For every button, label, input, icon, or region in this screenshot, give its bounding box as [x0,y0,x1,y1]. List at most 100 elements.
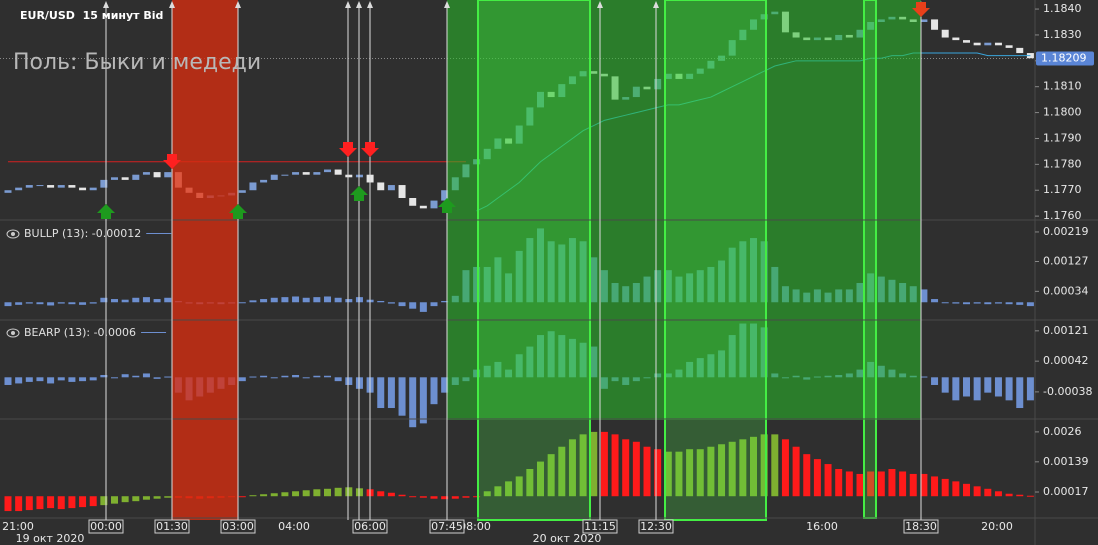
indicator-label: BEARP (13): -0.0006 [24,326,136,339]
eye-icon[interactable] [6,328,20,338]
candle [164,172,172,178]
green-box [863,0,877,519]
indicator-bar [941,302,949,304]
indicator-bar [377,491,385,497]
sell-arrow [912,2,930,17]
sell-arrow [361,142,379,157]
indicator-bar [345,487,353,497]
indicator-bar [132,375,140,378]
indicator-bar [537,461,544,497]
pane-legend: BULLP (13): -0.00012 BEARP (13): -0.0006 [6,227,141,339]
candle [952,37,960,41]
indicator-bar [25,377,33,382]
candle [36,185,44,187]
indicator-bar [25,302,33,304]
indicator-bar [79,377,87,382]
indicator-bar [473,496,481,498]
y-tick-label: 0.00219 [1043,225,1089,238]
indicator-bar [15,377,23,384]
indicator-bar [238,302,246,304]
indicator-bar [324,296,331,303]
buy-arrow [229,204,247,219]
indicator-bar [324,375,331,378]
candle [15,187,23,191]
sell-arrow [339,142,357,157]
indicator-bar [89,377,97,381]
time-marker-box [220,519,256,534]
indicator-bar [121,496,129,503]
indicator-bar [142,297,150,303]
indicator-bar [153,496,161,499]
indicator-bar [387,377,395,409]
indicator-bar [739,439,747,497]
time-label: 08:00 [459,520,491,533]
y-tick-label: 0.00121 [1043,324,1089,337]
indicator-bar [68,377,76,382]
indicator-bar [994,377,1002,397]
indicator-bar [398,377,406,416]
indicator-bar [611,434,619,497]
y-tick-label: 0.00139 [1043,455,1089,468]
indicator-bar [547,454,555,497]
candle [89,187,97,191]
indicator-bar [100,374,108,378]
time-marker-box [582,519,618,534]
indicator-bar [568,439,576,497]
time-marker: 07:45 [431,520,463,533]
indicator-bar [409,302,417,309]
indicator-bar [36,496,44,510]
indicator-bar [963,483,970,497]
indicator-bar [111,377,118,379]
y-tick-label: 1.1840 [1043,2,1082,15]
indicator-bar [292,296,300,303]
indicator-bar [153,377,161,379]
candle [132,174,140,180]
indicator-bar [36,377,44,382]
indicator-bar [813,459,821,497]
time-label: 16:00 [806,520,838,533]
indicator-bar [494,486,502,497]
indicator-bar [430,302,438,307]
candle [100,179,108,188]
indicator-bar [931,476,939,497]
indicator-bar [249,376,257,378]
indicator-bar [824,464,832,497]
indicator-bar [1005,377,1013,401]
candle [313,172,321,175]
indicator-bar [835,469,843,497]
eye-icon[interactable] [6,229,20,239]
indicator-bar [1026,377,1034,401]
indicator-bar [430,377,438,405]
date-label: 19 окт 2020 [16,532,85,545]
indicator-bar [387,302,395,304]
y-tick-label: 0.00042 [1043,354,1089,367]
indicator-bar [313,375,321,378]
indicator-bar [941,478,949,497]
y-tick-label: 1.1810 [1043,80,1082,93]
indicator-bar [963,377,970,397]
y-tick-label: 0.00017 [1043,485,1089,498]
indicator-bar [707,446,715,497]
candle [302,172,310,175]
indicator-bar [111,496,118,504]
indicator-bar [68,302,76,305]
indicator-bar [419,496,427,498]
indicator-bar [345,299,353,303]
indicator-bar [281,297,289,303]
indicator-bar [867,471,875,497]
indicator-bar [718,444,726,497]
indicator-bar [931,299,939,303]
y-tick-label: 1.1780 [1043,157,1082,170]
indicator-bar [398,302,406,307]
indicator-bar [973,377,981,401]
y-tick-label: 0.0026 [1043,425,1082,438]
candle [377,182,385,191]
time-label: 20:00 [981,520,1013,533]
candle [68,185,76,188]
indicator-bar [483,491,491,497]
indicator-bar [260,299,268,303]
indicator-bar [345,377,353,385]
time-marker-box [903,519,939,534]
